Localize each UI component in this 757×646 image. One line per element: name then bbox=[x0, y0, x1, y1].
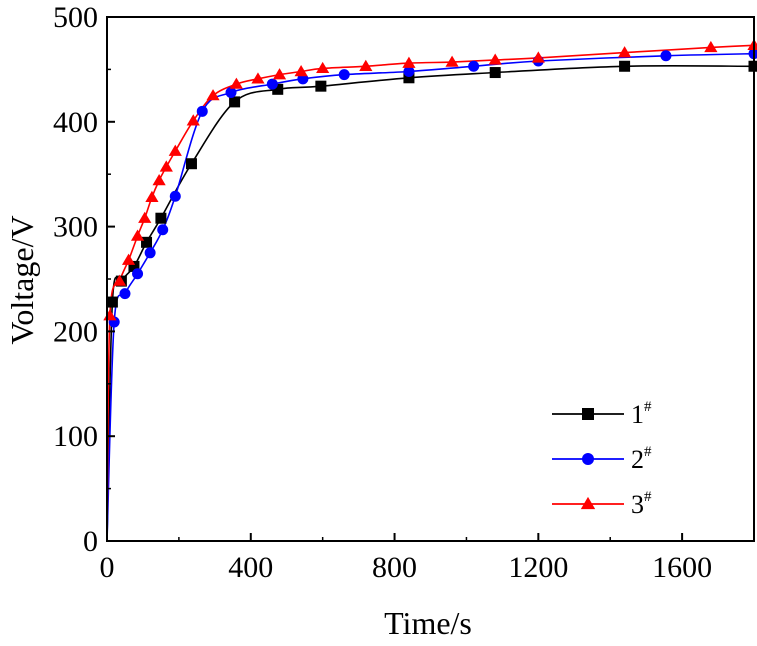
series-3-point bbox=[145, 190, 159, 202]
series-3-point bbox=[272, 68, 287, 80]
legend-item-1: 1# bbox=[552, 399, 652, 429]
series-2-point bbox=[144, 247, 156, 259]
legend-marker bbox=[582, 408, 594, 420]
series-3-point bbox=[704, 40, 718, 53]
series-2-point bbox=[266, 78, 278, 90]
series-2-point bbox=[119, 288, 131, 300]
series-3-point bbox=[402, 56, 416, 68]
y-tick-label: 500 bbox=[53, 1, 98, 34]
series-2-line bbox=[106, 52, 755, 542]
series-3-point bbox=[229, 77, 243, 89]
series-1-point bbox=[185, 158, 197, 170]
x-tick-label: 1200 bbox=[508, 551, 568, 584]
series-3-point bbox=[186, 114, 200, 126]
series-1-point bbox=[748, 60, 757, 72]
legend-label: 1# bbox=[631, 399, 652, 429]
series-3-point bbox=[206, 89, 220, 101]
series-2-point bbox=[169, 190, 181, 202]
legend-item-3: 3# bbox=[552, 489, 652, 519]
series-3-point bbox=[359, 59, 373, 71]
series-3-point bbox=[251, 72, 265, 84]
x-axis-title: Time/s bbox=[384, 605, 472, 641]
series-3-point bbox=[618, 46, 632, 58]
series-2-point bbox=[225, 86, 237, 98]
series-3-point bbox=[138, 211, 152, 223]
y-tick-label: 400 bbox=[53, 106, 98, 139]
series-2-point bbox=[132, 268, 144, 280]
plot-frame bbox=[106, 16, 755, 542]
legend-marker bbox=[582, 453, 594, 465]
series-1-point bbox=[229, 96, 241, 108]
series-markers bbox=[103, 38, 757, 328]
series-curves bbox=[106, 44, 755, 542]
y-tick-label: 300 bbox=[53, 211, 98, 244]
series-3-point bbox=[168, 144, 182, 156]
series-1-point bbox=[155, 212, 167, 224]
series-3-point bbox=[316, 61, 330, 74]
legend: 1# 2# 3# bbox=[552, 399, 652, 519]
series-3-point bbox=[152, 174, 166, 186]
axis-ticks bbox=[106, 16, 684, 542]
series-3-points bbox=[103, 38, 757, 321]
series-1-points bbox=[106, 60, 757, 308]
series-3-point bbox=[488, 53, 502, 65]
series-1-point bbox=[106, 296, 118, 308]
series-1-point bbox=[128, 260, 140, 272]
axis-tick-labels: 0 400 800 1200 1600 0 100 200 300 400 500 bbox=[53, 1, 712, 584]
y-axis-title: Voltage/V bbox=[4, 215, 40, 344]
series-3-point bbox=[531, 51, 545, 63]
series-1-point bbox=[315, 80, 327, 92]
y-tick-label: 0 bbox=[83, 525, 98, 558]
series-2-point bbox=[660, 50, 672, 62]
legend-label: 2# bbox=[631, 444, 652, 474]
series-1-point bbox=[403, 72, 415, 84]
x-tick-label: 0 bbox=[100, 551, 115, 584]
series-1-point bbox=[489, 67, 501, 79]
series-2-point bbox=[157, 224, 169, 236]
y-tick-label: 200 bbox=[53, 315, 98, 348]
series-3-point bbox=[747, 38, 757, 50]
series-2-point bbox=[403, 65, 415, 77]
x-tick-label: 400 bbox=[228, 551, 273, 584]
series-3-point bbox=[445, 55, 459, 67]
series-3-line bbox=[106, 44, 755, 542]
legend-item-2: 2# bbox=[552, 444, 652, 474]
series-1-point bbox=[141, 236, 153, 248]
series-1-point bbox=[619, 60, 631, 72]
series-2-points bbox=[108, 48, 757, 328]
x-tick-label: 1600 bbox=[652, 551, 712, 584]
series-2-point bbox=[196, 105, 208, 117]
series-3-point bbox=[112, 274, 127, 286]
series-3-point bbox=[294, 65, 308, 77]
series-1-line bbox=[106, 65, 755, 542]
series-2-point bbox=[338, 69, 350, 81]
x-tick-label: 800 bbox=[372, 551, 417, 584]
legend-marker bbox=[580, 496, 596, 510]
y-tick-label: 100 bbox=[53, 420, 98, 453]
legend-label: 3# bbox=[631, 489, 652, 519]
series-2-point bbox=[468, 60, 480, 72]
series-3-point bbox=[159, 160, 173, 172]
series-3-point bbox=[121, 253, 136, 265]
series-3-point bbox=[130, 229, 145, 241]
series-1-point bbox=[272, 83, 284, 95]
